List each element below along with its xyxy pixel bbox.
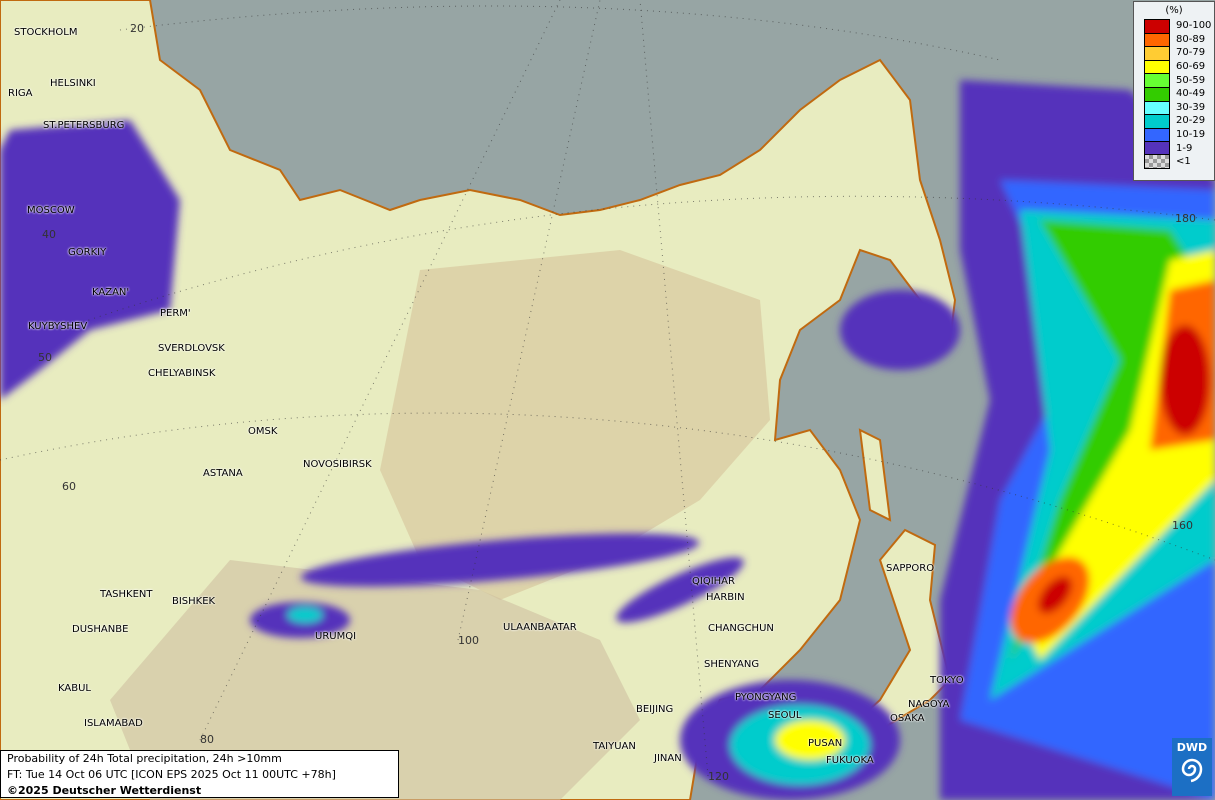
city-label: JINAN <box>654 753 682 764</box>
city-label: QIQIHAR <box>692 576 735 587</box>
legend-item: 10-19 <box>1134 127 1214 142</box>
city-label: BEIJING <box>636 704 674 715</box>
dwd-logo: DWD <box>1172 738 1212 796</box>
legend-unit: (%) <box>1165 5 1183 16</box>
legend-swatch <box>1144 100 1170 115</box>
legend-item: 20-29 <box>1134 114 1214 128</box>
legend-swatch <box>1144 32 1170 47</box>
legend-swatch <box>1144 73 1170 87</box>
legend-label: 80-89 <box>1176 33 1206 45</box>
legend-item: 60-69 <box>1134 59 1214 74</box>
city-label: KABUL <box>58 683 91 694</box>
precipitation-layer <box>0 80 1215 800</box>
desert-region <box>380 250 770 600</box>
graticule-label: 50 <box>38 351 52 364</box>
city-label: SHENYANG <box>704 659 760 670</box>
legend-item: <1 <box>1134 154 1214 170</box>
legend-label: 50-59 <box>1176 74 1206 86</box>
legend-label: 60-69 <box>1176 61 1206 73</box>
graticule-label: 180 <box>1175 212 1196 225</box>
legend-item: 40-49 <box>1134 86 1214 101</box>
city-label: NOVOSIBIRSK <box>303 459 372 470</box>
city-label: OMSK <box>248 426 278 437</box>
city-label: TAIYUAN <box>593 741 636 752</box>
legend-swatch <box>1144 127 1170 142</box>
city-label: TASHKENT <box>100 589 153 600</box>
city-label: ISLAMABAD <box>84 718 143 729</box>
city-label: SEOUL <box>768 710 802 721</box>
city-label: FUKUOKA <box>826 755 874 766</box>
legend-swatch <box>1144 114 1170 128</box>
legend-swatch <box>1144 19 1170 33</box>
city-label: HELSINKI <box>50 78 96 89</box>
city-label: PERM' <box>160 308 191 319</box>
legend-swatch <box>1144 86 1170 101</box>
city-label: MOSCOW <box>27 205 75 216</box>
legend-label: 20-29 <box>1176 115 1206 127</box>
legend-label: 90-100 <box>1176 20 1212 32</box>
legend-swatch <box>1144 141 1170 155</box>
caption-box: Probability of 24h Total precipitation, … <box>0 750 399 798</box>
legend-label: 1-9 <box>1176 142 1193 154</box>
city-label: KUYBYSHEV <box>28 321 88 332</box>
graticule-label: 80 <box>200 733 214 746</box>
city-label: NAGOYA <box>908 699 950 710</box>
city-label: KAZAN' <box>92 287 130 298</box>
caption-copyright: ©2025 Deutscher Wetterdienst <box>7 784 202 797</box>
city-label: STOCKHOLM <box>14 27 78 38</box>
city-label: URUMQI <box>315 631 357 642</box>
legend-swatch <box>1144 59 1170 74</box>
graticule <box>0 0 1215 777</box>
city-label: ST.PETERSBURG <box>43 120 125 131</box>
city-label: CHANGCHUN <box>708 623 774 634</box>
legend-label: 30-39 <box>1176 101 1206 113</box>
legend-swatch <box>1144 154 1170 170</box>
legend-label: <1 <box>1176 156 1191 168</box>
legend-label: 10-19 <box>1176 129 1206 141</box>
city-label: PYONGYANG <box>735 692 797 703</box>
city-label: RIGA <box>8 88 33 99</box>
legend-item: 50-59 <box>1134 73 1214 87</box>
caption-title: Probability of 24h Total precipitation, … <box>7 752 282 765</box>
desert-region <box>110 560 640 800</box>
graticule-label: 20 <box>130 22 144 35</box>
legend-label: 70-79 <box>1176 47 1206 59</box>
legend-item: 1-9 <box>1134 141 1214 155</box>
city-label: GORKIY <box>68 247 107 258</box>
swirl-icon <box>1181 758 1203 783</box>
legend-swatch <box>1144 46 1170 60</box>
graticule-label: 160 <box>1172 519 1193 532</box>
graticule-label: 100 <box>458 634 479 647</box>
city-label: DUSHANBE <box>72 624 129 635</box>
city-label: SVERDLOVSK <box>158 343 225 354</box>
city-label: BISHKEK <box>172 596 216 607</box>
legend-item: 30-39 <box>1134 100 1214 115</box>
legend-item: 90-100 <box>1134 19 1214 33</box>
caption-forecast-time: FT: Tue 14 Oct 06 UTC [ICON EPS 2025 Oct… <box>7 768 336 781</box>
sakhalin <box>858 428 892 522</box>
legend-item: 80-89 <box>1134 32 1214 47</box>
japan <box>828 528 952 762</box>
city-label: SAPPORO <box>886 563 935 574</box>
legend-item: 70-79 <box>1134 46 1214 60</box>
legend-label: 40-49 <box>1176 88 1206 100</box>
city-label: PUSAN <box>808 738 843 749</box>
graticule-label: 60 <box>62 480 76 493</box>
city-label: ULAANBAATAR <box>503 622 577 633</box>
graticule-label: 120 <box>708 770 729 783</box>
graticule-label: 40 <box>42 228 56 241</box>
legend: (%) 90-100 80-89 70-79 60-69 50-59 40-49 30-39… <box>1133 1 1215 181</box>
city-label: HARBIN <box>706 592 745 603</box>
city-label: CHELYABINSK <box>148 368 216 379</box>
city-label: OSAKA <box>890 713 925 724</box>
city-label: TOKYO <box>930 675 964 686</box>
city-label: ASTANA <box>203 468 243 479</box>
